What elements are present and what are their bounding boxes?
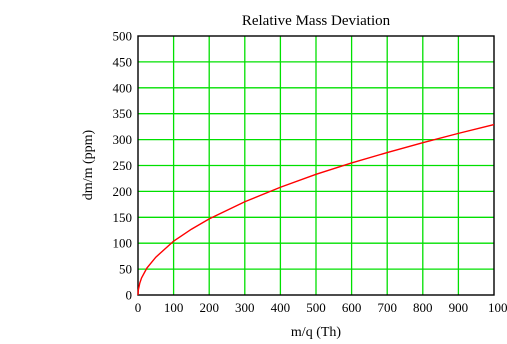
x-tick-label: 700 <box>377 300 397 315</box>
x-axis-label: m/q (Th) <box>291 325 341 340</box>
x-tick-label: 300 <box>235 300 255 315</box>
x-tick-label: 100 <box>164 300 184 315</box>
y-tick-label: 200 <box>113 184 133 199</box>
y-tick-label: 0 <box>126 288 133 303</box>
x-tick-label: 600 <box>342 300 362 315</box>
y-tick-label: 250 <box>113 158 133 173</box>
series-layer <box>137 123 495 296</box>
y-tick-label: 500 <box>113 29 133 44</box>
chart-title: Relative Mass Deviation <box>242 13 391 29</box>
x-tick-label: 500 <box>306 300 326 315</box>
x-tick-label: 200 <box>199 300 219 315</box>
series-line <box>137 123 495 296</box>
y-tick-label: 150 <box>113 210 133 225</box>
y-tick-label: 400 <box>113 80 133 95</box>
y-tick-label: 350 <box>113 106 133 121</box>
plot-frame <box>137 35 495 296</box>
x-tick-label: 400 <box>271 300 291 315</box>
y-tick-label: 100 <box>113 236 133 251</box>
y-tick-label: 450 <box>113 54 133 69</box>
y-axis-label: dm/m (ppm) <box>81 129 96 200</box>
x-tick-label: 800 <box>413 300 433 315</box>
y-tick-label: 300 <box>113 132 133 147</box>
x-tick-label: 900 <box>449 300 469 315</box>
y-tick-labels: 0 50 100 150 200 250 300 350 400 450 500 <box>113 29 133 303</box>
y-tick-label: 50 <box>119 262 132 277</box>
grid <box>138 36 494 295</box>
x-tick-label: 0 <box>135 300 142 315</box>
